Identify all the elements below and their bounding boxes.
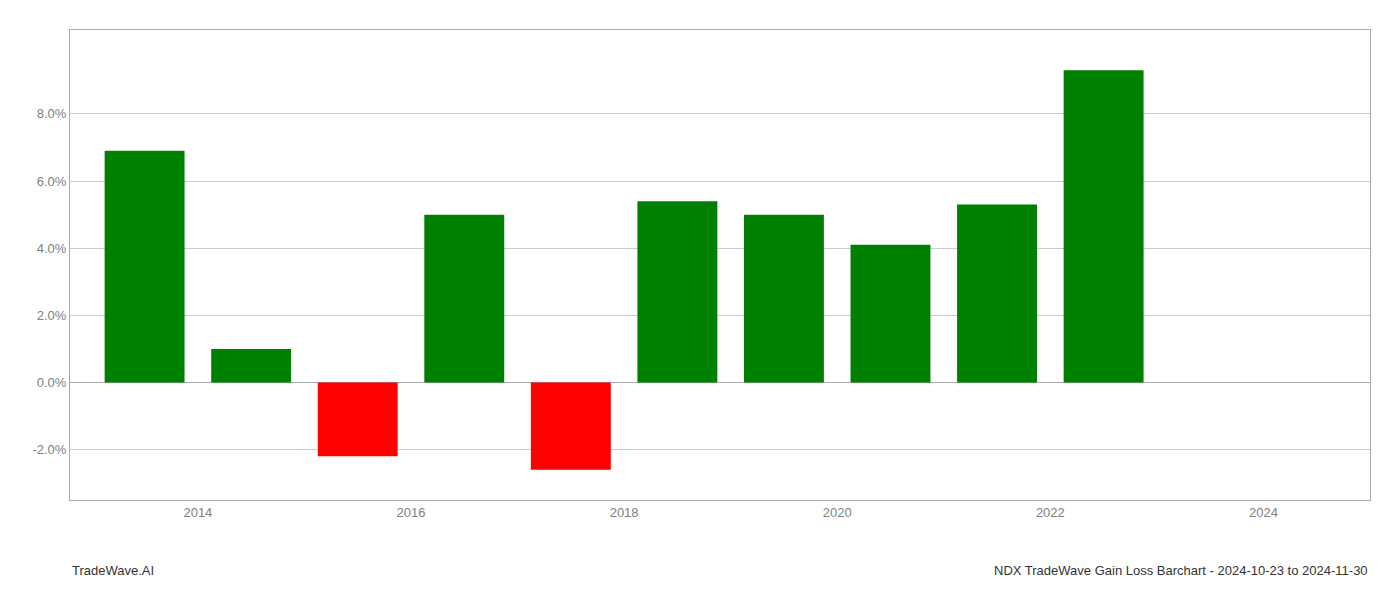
svg-text:-2.0%: -2.0% (32, 442, 66, 457)
svg-text:6.0%: 6.0% (37, 174, 67, 189)
svg-text:2020: 2020 (823, 505, 852, 520)
svg-text:NDX TradeWave Gain Loss Barcha: NDX TradeWave Gain Loss Barchart - 2024-… (994, 563, 1368, 578)
svg-text:8.0%: 8.0% (37, 106, 67, 121)
svg-text:2024: 2024 (1249, 505, 1278, 520)
svg-text:4.0%: 4.0% (37, 241, 67, 256)
svg-text:2.0%: 2.0% (37, 308, 67, 323)
svg-text:2016: 2016 (397, 505, 426, 520)
svg-text:TradeWave.AI: TradeWave.AI (72, 563, 154, 578)
svg-text:2014: 2014 (183, 505, 212, 520)
svg-text:0.0%: 0.0% (37, 375, 67, 390)
svg-text:2018: 2018 (610, 505, 639, 520)
svg-text:2022: 2022 (1036, 505, 1065, 520)
